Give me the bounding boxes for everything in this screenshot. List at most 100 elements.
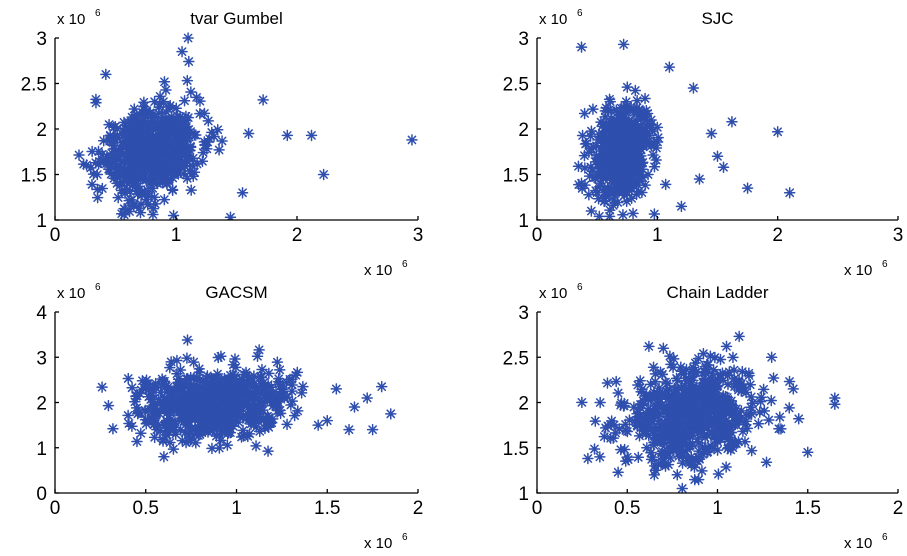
data-point bbox=[637, 156, 649, 169]
data-point bbox=[130, 167, 143, 180]
data-point bbox=[211, 388, 224, 401]
data-point bbox=[158, 451, 170, 463]
data-point bbox=[648, 208, 661, 220]
data-point bbox=[658, 401, 671, 413]
data-point bbox=[647, 389, 659, 402]
data-point bbox=[186, 159, 199, 172]
data-point bbox=[218, 374, 231, 387]
data-point bbox=[608, 156, 620, 169]
data-point bbox=[256, 363, 268, 376]
data-point bbox=[595, 169, 608, 181]
data-point bbox=[593, 210, 606, 220]
data-point bbox=[118, 208, 130, 220]
data-point bbox=[725, 398, 737, 410]
data-point bbox=[606, 173, 619, 185]
data-point bbox=[619, 105, 632, 118]
data-point bbox=[215, 400, 228, 412]
data-point bbox=[206, 442, 218, 455]
data-point bbox=[653, 382, 665, 394]
data-point bbox=[201, 403, 214, 416]
data-point bbox=[77, 158, 90, 170]
data-point bbox=[179, 426, 191, 439]
data-point bbox=[199, 388, 212, 400]
data-point bbox=[135, 198, 147, 210]
data-point bbox=[266, 389, 278, 402]
data-point bbox=[599, 145, 611, 157]
data-point bbox=[829, 392, 841, 404]
data-point bbox=[213, 144, 225, 156]
y-multiplier-exponent: 6 bbox=[95, 282, 101, 293]
data-point bbox=[767, 372, 780, 384]
data-point bbox=[155, 124, 167, 136]
data-point bbox=[582, 452, 594, 465]
data-point bbox=[692, 397, 704, 409]
data-point bbox=[609, 427, 622, 439]
y-tick-label: 2 bbox=[518, 120, 529, 141]
data-point bbox=[212, 406, 224, 419]
data-point bbox=[133, 202, 145, 214]
data-point bbox=[579, 179, 591, 191]
data-point bbox=[128, 116, 141, 128]
data-point bbox=[180, 409, 193, 422]
data-point bbox=[248, 417, 260, 430]
data-point bbox=[385, 408, 397, 420]
data-point bbox=[607, 432, 620, 444]
data-point bbox=[182, 150, 194, 162]
data-point bbox=[663, 444, 676, 457]
data-point bbox=[642, 410, 655, 423]
data-point bbox=[273, 388, 286, 401]
data-point bbox=[682, 373, 695, 385]
data-point bbox=[707, 364, 720, 376]
data-point bbox=[745, 391, 758, 403]
data-point bbox=[183, 55, 195, 68]
data-point bbox=[617, 209, 629, 220]
data-point bbox=[251, 391, 264, 404]
data-point bbox=[183, 424, 196, 436]
y-tick-label: 2.5 bbox=[503, 348, 529, 369]
data-point bbox=[154, 386, 167, 398]
data-point bbox=[739, 436, 751, 448]
data-point bbox=[754, 406, 766, 418]
data-point bbox=[641, 107, 654, 120]
data-point bbox=[133, 184, 145, 197]
data-point bbox=[191, 373, 203, 386]
data-point bbox=[188, 129, 201, 141]
data-point bbox=[681, 443, 694, 456]
data-point bbox=[152, 107, 165, 119]
data-point bbox=[140, 151, 153, 164]
data-point bbox=[765, 394, 777, 407]
data-point bbox=[618, 160, 630, 172]
data-point bbox=[620, 195, 633, 208]
data-point bbox=[598, 154, 611, 167]
data-point bbox=[712, 379, 724, 392]
data-point bbox=[649, 368, 662, 380]
data-point bbox=[763, 414, 775, 426]
data-point bbox=[92, 158, 105, 170]
plot-title: Chain Ladder bbox=[666, 283, 768, 302]
data-point bbox=[235, 431, 248, 443]
data-point bbox=[671, 391, 684, 404]
data-point bbox=[203, 400, 216, 412]
data-point bbox=[712, 404, 724, 417]
data-point bbox=[249, 378, 261, 390]
data-point bbox=[596, 120, 608, 133]
data-point bbox=[607, 194, 620, 206]
data-point bbox=[136, 147, 149, 159]
data-point bbox=[151, 423, 163, 436]
data-point bbox=[147, 111, 160, 124]
data-point bbox=[585, 161, 597, 173]
data-point bbox=[663, 399, 675, 411]
data-point bbox=[175, 141, 187, 153]
y-tick-label: 3 bbox=[36, 29, 47, 50]
data-point bbox=[177, 131, 189, 144]
data-point bbox=[104, 157, 116, 169]
data-point bbox=[131, 110, 143, 122]
data-point bbox=[183, 123, 195, 136]
y-tick-label: 1.5 bbox=[21, 166, 47, 187]
data-point bbox=[705, 373, 718, 385]
data-point bbox=[708, 442, 720, 455]
data-point bbox=[170, 102, 183, 115]
data-point bbox=[610, 167, 623, 179]
data-point bbox=[206, 126, 218, 139]
